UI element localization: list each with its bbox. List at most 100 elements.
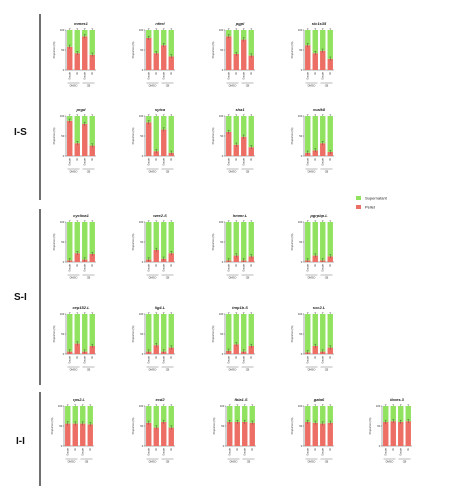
bar-supernatant	[74, 30, 80, 54]
condition-label: DMSO	[149, 169, 157, 173]
bar-pellet	[65, 423, 71, 446]
bar-supernatant	[146, 30, 152, 38]
bar-supernatant	[226, 30, 232, 37]
x-tick-label: Oocyte	[229, 447, 232, 455]
y-axis-label: Proportion (%)	[131, 326, 135, 343]
x-tick-label: Oocyte	[163, 263, 166, 271]
x-tick-label: Oocyte	[84, 71, 87, 79]
bar-supernatant	[312, 406, 318, 423]
y-tick-label: 50	[220, 332, 223, 336]
y-axis-label: Proportion (%)	[211, 326, 215, 343]
condition-label: DMSO	[308, 83, 316, 87]
chart-panel: cep152.L Proportion (%) 0 50 100 Oocyte 8c Oocy…	[52, 305, 96, 371]
bar-supernatant	[390, 406, 396, 422]
y-axis-label: Proportion (%)	[290, 326, 294, 343]
y-axis-label: Proportion (%)	[131, 42, 135, 59]
legend: Supernatant Pellet	[356, 196, 388, 210]
bar-pellet	[74, 143, 80, 156]
y-tick-label: 50	[140, 240, 143, 244]
chart-title: tbxes.3	[390, 397, 405, 402]
bar-pellet	[153, 250, 159, 262]
bar-supernatant	[89, 314, 95, 346]
x-tick-label: Oocyte	[82, 447, 85, 455]
bar-pellet	[82, 36, 88, 70]
bar-supernatant	[168, 222, 174, 254]
condition-label: CB	[166, 83, 170, 87]
bar-supernatant	[405, 406, 411, 422]
y-tick-label: 50	[140, 48, 143, 52]
bar-supernatant	[146, 116, 152, 123]
bar-supernatant	[320, 116, 326, 144]
bar-pellet	[67, 120, 73, 156]
x-tick-label: Oocyte	[228, 263, 231, 271]
bar-pellet	[248, 55, 254, 70]
bar-pellet	[161, 422, 167, 446]
y-tick-label: 100	[139, 114, 144, 118]
x-tick-label: 8c	[89, 447, 92, 450]
x-tick-label: 8c	[170, 71, 173, 74]
bar-pellet	[233, 144, 239, 156]
y-tick-label: 50	[140, 134, 143, 138]
bar-supernatant	[168, 30, 174, 57]
bar-supernatant	[226, 314, 232, 351]
bar-pellet	[233, 344, 239, 354]
condition-label: CB	[166, 459, 170, 463]
y-tick-label: 50	[299, 332, 302, 336]
condition-label: DMSO	[308, 169, 316, 173]
bar-pellet	[398, 422, 404, 446]
x-tick-label: 8c	[76, 71, 79, 74]
y-axis-label: Proportion (%)	[52, 128, 56, 145]
condition-label: CB	[325, 367, 329, 371]
condition-label: CB	[166, 169, 170, 173]
y-tick-label: 50	[59, 424, 62, 428]
chart-title: cyclina1	[73, 213, 90, 218]
bar-supernatant	[226, 116, 232, 132]
bar-pellet	[248, 346, 254, 354]
bar-supernatant	[327, 314, 333, 348]
condition-label: DMSO	[229, 83, 237, 87]
y-tick-label: 100	[60, 114, 65, 118]
bar-supernatant	[82, 314, 88, 352]
bar-supernatant	[80, 406, 86, 424]
x-tick-label: Oocyte	[84, 263, 87, 271]
bar-supernatant	[227, 406, 233, 422]
bar-supernatant	[161, 314, 167, 352]
bar-pellet	[161, 45, 167, 70]
x-tick-label: 8c	[251, 447, 254, 450]
y-tick-label: 50	[220, 240, 223, 244]
bar-pellet	[72, 423, 78, 446]
group-label: S-I	[14, 292, 27, 303]
group-label: I-I	[16, 436, 25, 447]
bar-pellet	[168, 347, 174, 354]
bar-supernatant	[241, 222, 247, 261]
bar-supernatant	[241, 314, 247, 352]
x-tick-label: 8c	[329, 447, 332, 450]
condition-label: CB	[87, 83, 91, 87]
chart-title: lig4.L	[155, 305, 166, 310]
y-tick-label: 0	[223, 444, 225, 448]
x-tick-label: Oocyte	[228, 71, 231, 79]
y-tick-label: 50	[61, 48, 64, 52]
bar-pellet	[327, 347, 333, 354]
bar-supernatant	[248, 30, 254, 56]
group-i-s: I-S	[14, 14, 41, 200]
bar-supernatant	[82, 116, 88, 124]
bar-pellet	[312, 422, 318, 446]
y-tick-label: 50	[377, 424, 380, 428]
x-tick-label: 8c	[235, 355, 238, 358]
bar-pellet	[161, 129, 167, 156]
x-tick-label: Oocyte	[84, 355, 87, 363]
x-tick-label: 8c	[91, 263, 94, 266]
y-tick-label: 0	[222, 68, 224, 72]
x-tick-label: Oocyte	[243, 157, 246, 165]
x-tick-label: Oocyte	[163, 157, 166, 165]
bar-pellet	[234, 422, 240, 446]
y-tick-label: 0	[301, 154, 303, 158]
y-tick-label: 0	[142, 444, 144, 448]
bar-supernatant	[320, 314, 326, 352]
x-tick-label: Oocyte	[322, 263, 325, 271]
bar-pellet	[327, 422, 333, 446]
bar-supernatant	[327, 222, 333, 257]
condition-label: CB	[325, 275, 329, 279]
bar-supernatant	[153, 30, 159, 54]
